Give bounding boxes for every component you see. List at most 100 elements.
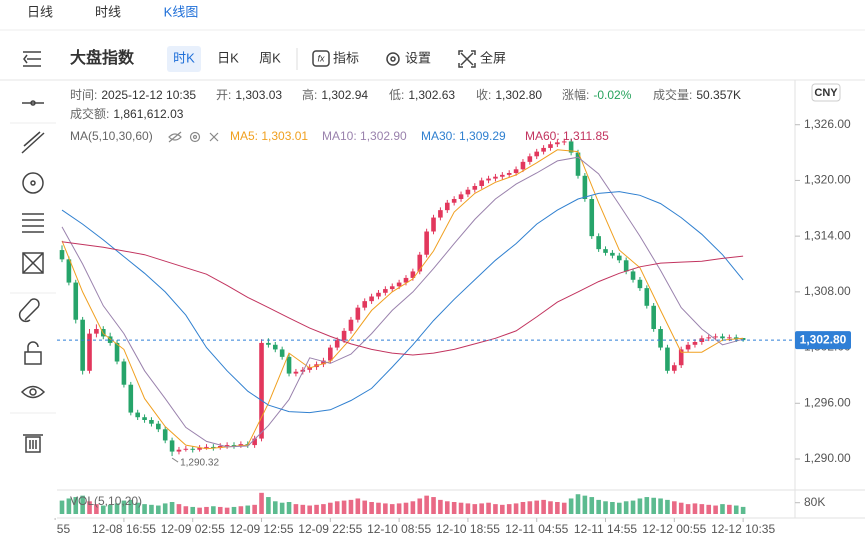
- candle-body: [211, 446, 216, 448]
- tool[interactable]: 指标: [333, 50, 359, 65]
- volume-bar: [444, 501, 450, 514]
- candle-body: [465, 189, 471, 195]
- candle-body: [672, 365, 677, 371]
- candle-body: [520, 161, 526, 170]
- volume-bar: [720, 504, 725, 514]
- period[interactable]: 时K: [173, 50, 195, 65]
- volume-bar: [73, 497, 79, 514]
- x-tick-label: 12-10 18:55: [436, 522, 500, 536]
- candle-body: [685, 344, 691, 350]
- volume-bar: [362, 500, 368, 514]
- ma-controls[interactable]: [168, 131, 219, 143]
- volume-bar: [245, 505, 251, 514]
- candle-body: [706, 337, 712, 339]
- volume-title: VOL(5,10,20): [70, 494, 142, 508]
- tab[interactable]: 时线: [95, 4, 121, 19]
- volume-bar: [561, 502, 567, 514]
- volume-bar: [596, 499, 601, 514]
- volume-bar: [582, 495, 588, 514]
- volume-bar: [740, 506, 746, 514]
- fullscreen-icon[interactable]: [458, 50, 476, 68]
- info-value: 1,302.94: [321, 88, 368, 102]
- candle-body: [561, 141, 567, 143]
- candle-body: [444, 202, 450, 211]
- candle-body: [541, 147, 546, 152]
- info-label: 低:: [389, 88, 404, 102]
- info-label: 收:: [476, 88, 491, 102]
- volume-bar: [692, 503, 698, 514]
- legend-entry: MA10: 1,302.90: [322, 129, 407, 143]
- info-label: 时间:: [70, 88, 97, 102]
- volume-bar: [266, 497, 271, 514]
- legend-entry: MA5: 1,303.01: [230, 129, 308, 143]
- candle-body: [121, 361, 127, 385]
- tool-circle[interactable]: [22, 172, 44, 194]
- candle-body: [149, 420, 154, 424]
- currency-box[interactable]: [811, 83, 841, 102]
- volume-bar: [506, 504, 512, 514]
- tab-active[interactable]: K线图: [164, 4, 199, 19]
- menu-icon[interactable]: [23, 51, 41, 67]
- tool-eye[interactable]: [20, 385, 46, 399]
- candle-body: [610, 252, 615, 256]
- candle-body: [176, 449, 182, 452]
- info-label: 成交量:: [653, 87, 692, 102]
- tool-hline[interactable]: [22, 100, 44, 106]
- volume-bar: [121, 500, 127, 514]
- period[interactable]: 日K: [217, 50, 239, 65]
- volume-bar: [410, 501, 416, 514]
- candle-body: [486, 178, 491, 181]
- period[interactable]: 周K: [259, 50, 281, 65]
- volume-bar: [500, 504, 505, 514]
- tool-trend[interactable]: [21, 131, 45, 154]
- x-tick-label: 12-09 22:55: [298, 522, 362, 536]
- volume-bar: [713, 505, 718, 514]
- candle-body: [431, 217, 436, 232]
- tool-lock[interactable]: [24, 341, 42, 365]
- volume-bar: [87, 501, 92, 514]
- indicator-icon[interactable]: [312, 50, 330, 67]
- volume-bar: [424, 495, 429, 514]
- candle-body: [451, 199, 457, 203]
- tool[interactable]: 全屏: [480, 50, 506, 65]
- candle-body: [410, 271, 416, 278]
- candle-body: [369, 296, 374, 302]
- candle-body: [630, 271, 636, 280]
- candle-body: [596, 236, 601, 250]
- volume-bar: [231, 506, 237, 514]
- candle-body: [603, 249, 608, 253]
- volume-bar: [451, 502, 457, 514]
- info-value: 50.357K: [696, 88, 741, 102]
- volume-bar: [555, 502, 560, 514]
- candle-body: [644, 288, 650, 306]
- volume-bar: [458, 502, 464, 514]
- tool-delete[interactable]: [23, 434, 43, 453]
- volume-bar: [197, 507, 202, 514]
- volume-bar: [575, 494, 581, 514]
- info-value: 1,302.63: [408, 88, 455, 102]
- candle-body: [389, 286, 395, 290]
- info-value: -0.02%: [593, 88, 631, 102]
- x-tick-label: 12-11 14:55: [574, 522, 637, 536]
- tool-fib[interactable]: [22, 213, 44, 233]
- tab[interactable]: 日线: [27, 4, 53, 19]
- tool[interactable]: 设置: [405, 50, 431, 65]
- candle-body: [183, 448, 189, 450]
- volume-bar: [300, 504, 306, 514]
- y-tick-label: 1,314.00: [804, 228, 851, 242]
- candle-body: [128, 384, 134, 413]
- volume-bar: [672, 501, 677, 514]
- info-label: 涨幅:: [562, 87, 589, 102]
- volume-bar: [114, 503, 120, 514]
- volume-bar: [630, 500, 636, 514]
- volume-bar: [486, 502, 491, 514]
- volume-bar: [417, 498, 423, 514]
- tool-magnet[interactable]: [18, 298, 40, 323]
- tool-pattern[interactable]: [22, 252, 44, 274]
- candle-body: [87, 333, 92, 371]
- candle-body: [224, 445, 230, 447]
- settings-icon[interactable]: [386, 52, 400, 66]
- candle-body: [142, 417, 147, 420]
- volume-bar: [396, 503, 402, 514]
